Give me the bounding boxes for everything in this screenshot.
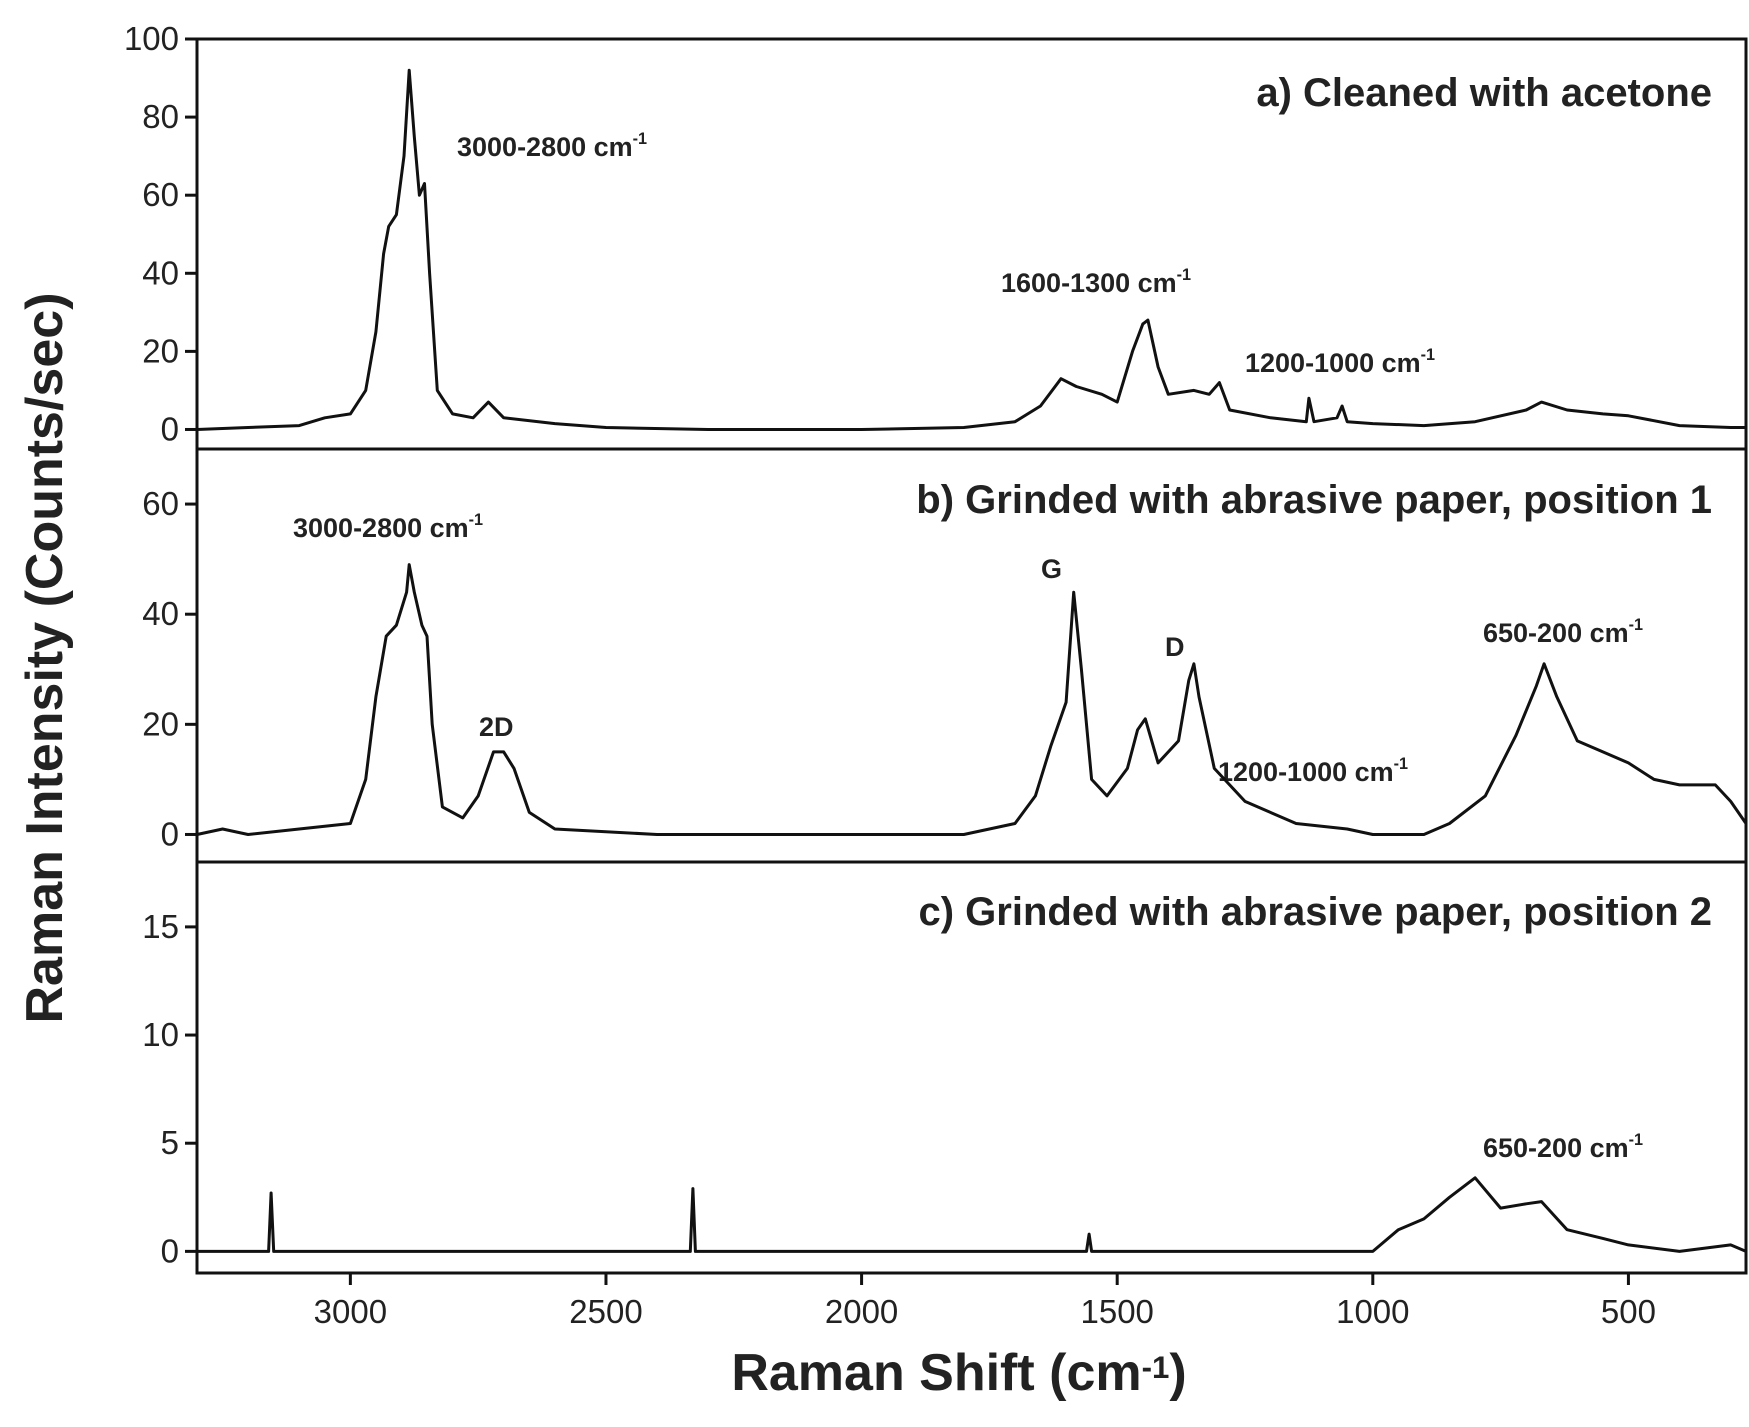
- annotation-sup: -1: [633, 130, 647, 148]
- annotation: 2D: [479, 712, 514, 742]
- spectrum-line: [196, 68, 1746, 431]
- y-tick-label: 0: [161, 1232, 179, 1269]
- annotation-text: 1600-1300 cm: [1001, 268, 1177, 298]
- annotation-sup: -1: [1394, 755, 1408, 773]
- x-tick-label: 500: [1601, 1293, 1656, 1330]
- annotation-sup: -1: [469, 511, 483, 529]
- y-tick-label: 100: [124, 20, 179, 57]
- y-tick-label: 15: [142, 908, 179, 945]
- y-tick-label: 40: [142, 595, 179, 632]
- x-tick-label: 2000: [825, 1293, 898, 1330]
- panel-title: c) Grinded with abrasive paper, position…: [918, 890, 1712, 934]
- panel-title: b) Grinded with abrasive paper, position…: [916, 478, 1712, 522]
- annotation-text: D: [1165, 632, 1185, 662]
- y-tick-label: 40: [142, 254, 179, 291]
- annotation: D: [1165, 632, 1185, 662]
- spectrum-line: [197, 1176, 1747, 1253]
- annotation-sup: -1: [1629, 616, 1643, 634]
- x-axis-label-text: Raman Shift (cm: [731, 1344, 1141, 1402]
- annotation-text: 1200-1000 cm: [1218, 757, 1394, 787]
- annotation-text: 1200-1000 cm: [1245, 348, 1421, 378]
- annotation: 1200-1000 cm-1: [1245, 346, 1435, 378]
- y-tick-label: 60: [142, 176, 179, 213]
- panel-title: a) Cleaned with acetone: [1256, 71, 1712, 115]
- annotation: G: [1041, 554, 1062, 584]
- annotation-text: G: [1041, 554, 1062, 584]
- annotation-sup: -1: [1177, 266, 1191, 284]
- annotation: 1600-1300 cm-1: [1001, 266, 1191, 298]
- x-tick-label: 2500: [569, 1293, 642, 1330]
- y-tick-label: 10: [142, 1016, 179, 1053]
- y-tick-label: 20: [142, 705, 179, 742]
- annotation: 3000-2800 cm-1: [293, 511, 483, 543]
- y-tick-label: 0: [161, 815, 179, 852]
- annotation-sup: -1: [1421, 346, 1435, 364]
- y-tick-label: 80: [142, 98, 179, 135]
- x-tick-label: 1000: [1336, 1293, 1409, 1330]
- annotation-text: 650-200 cm: [1483, 618, 1629, 648]
- y-tick-label: 60: [142, 485, 179, 522]
- x-tick-label: 3000: [314, 1293, 387, 1330]
- annotation-text: 650-200 cm: [1483, 1133, 1629, 1163]
- annotation-text: 2D: [479, 712, 514, 742]
- annotation: 650-200 cm-1: [1483, 1131, 1643, 1163]
- x-tick-label: 1500: [1080, 1293, 1153, 1330]
- annotation-sup: -1: [1629, 1131, 1643, 1149]
- annotation-text: 3000-2800 cm: [457, 132, 633, 162]
- y-tick-label: 5: [161, 1124, 179, 1161]
- spectrum-line: [196, 563, 1748, 836]
- y-axis-label: Raman Intensity (Counts/sec): [16, 292, 74, 1023]
- annotation: 650-200 cm-1: [1483, 616, 1643, 648]
- y-tick-label: 20: [142, 332, 179, 369]
- x-axis-label: Raman Shift (cm-1): [731, 1344, 1186, 1402]
- x-axis-label-sup: -1: [1142, 1350, 1170, 1385]
- annotation-text: 3000-2800 cm: [293, 513, 469, 543]
- panel-frame: [195, 860, 1748, 1275]
- x-axis-label-text: ): [1169, 1344, 1186, 1402]
- annotation: 3000-2800 cm-1: [457, 130, 647, 162]
- y-tick-label: 0: [161, 410, 179, 447]
- annotation: 1200-1000 cm-1: [1218, 755, 1408, 787]
